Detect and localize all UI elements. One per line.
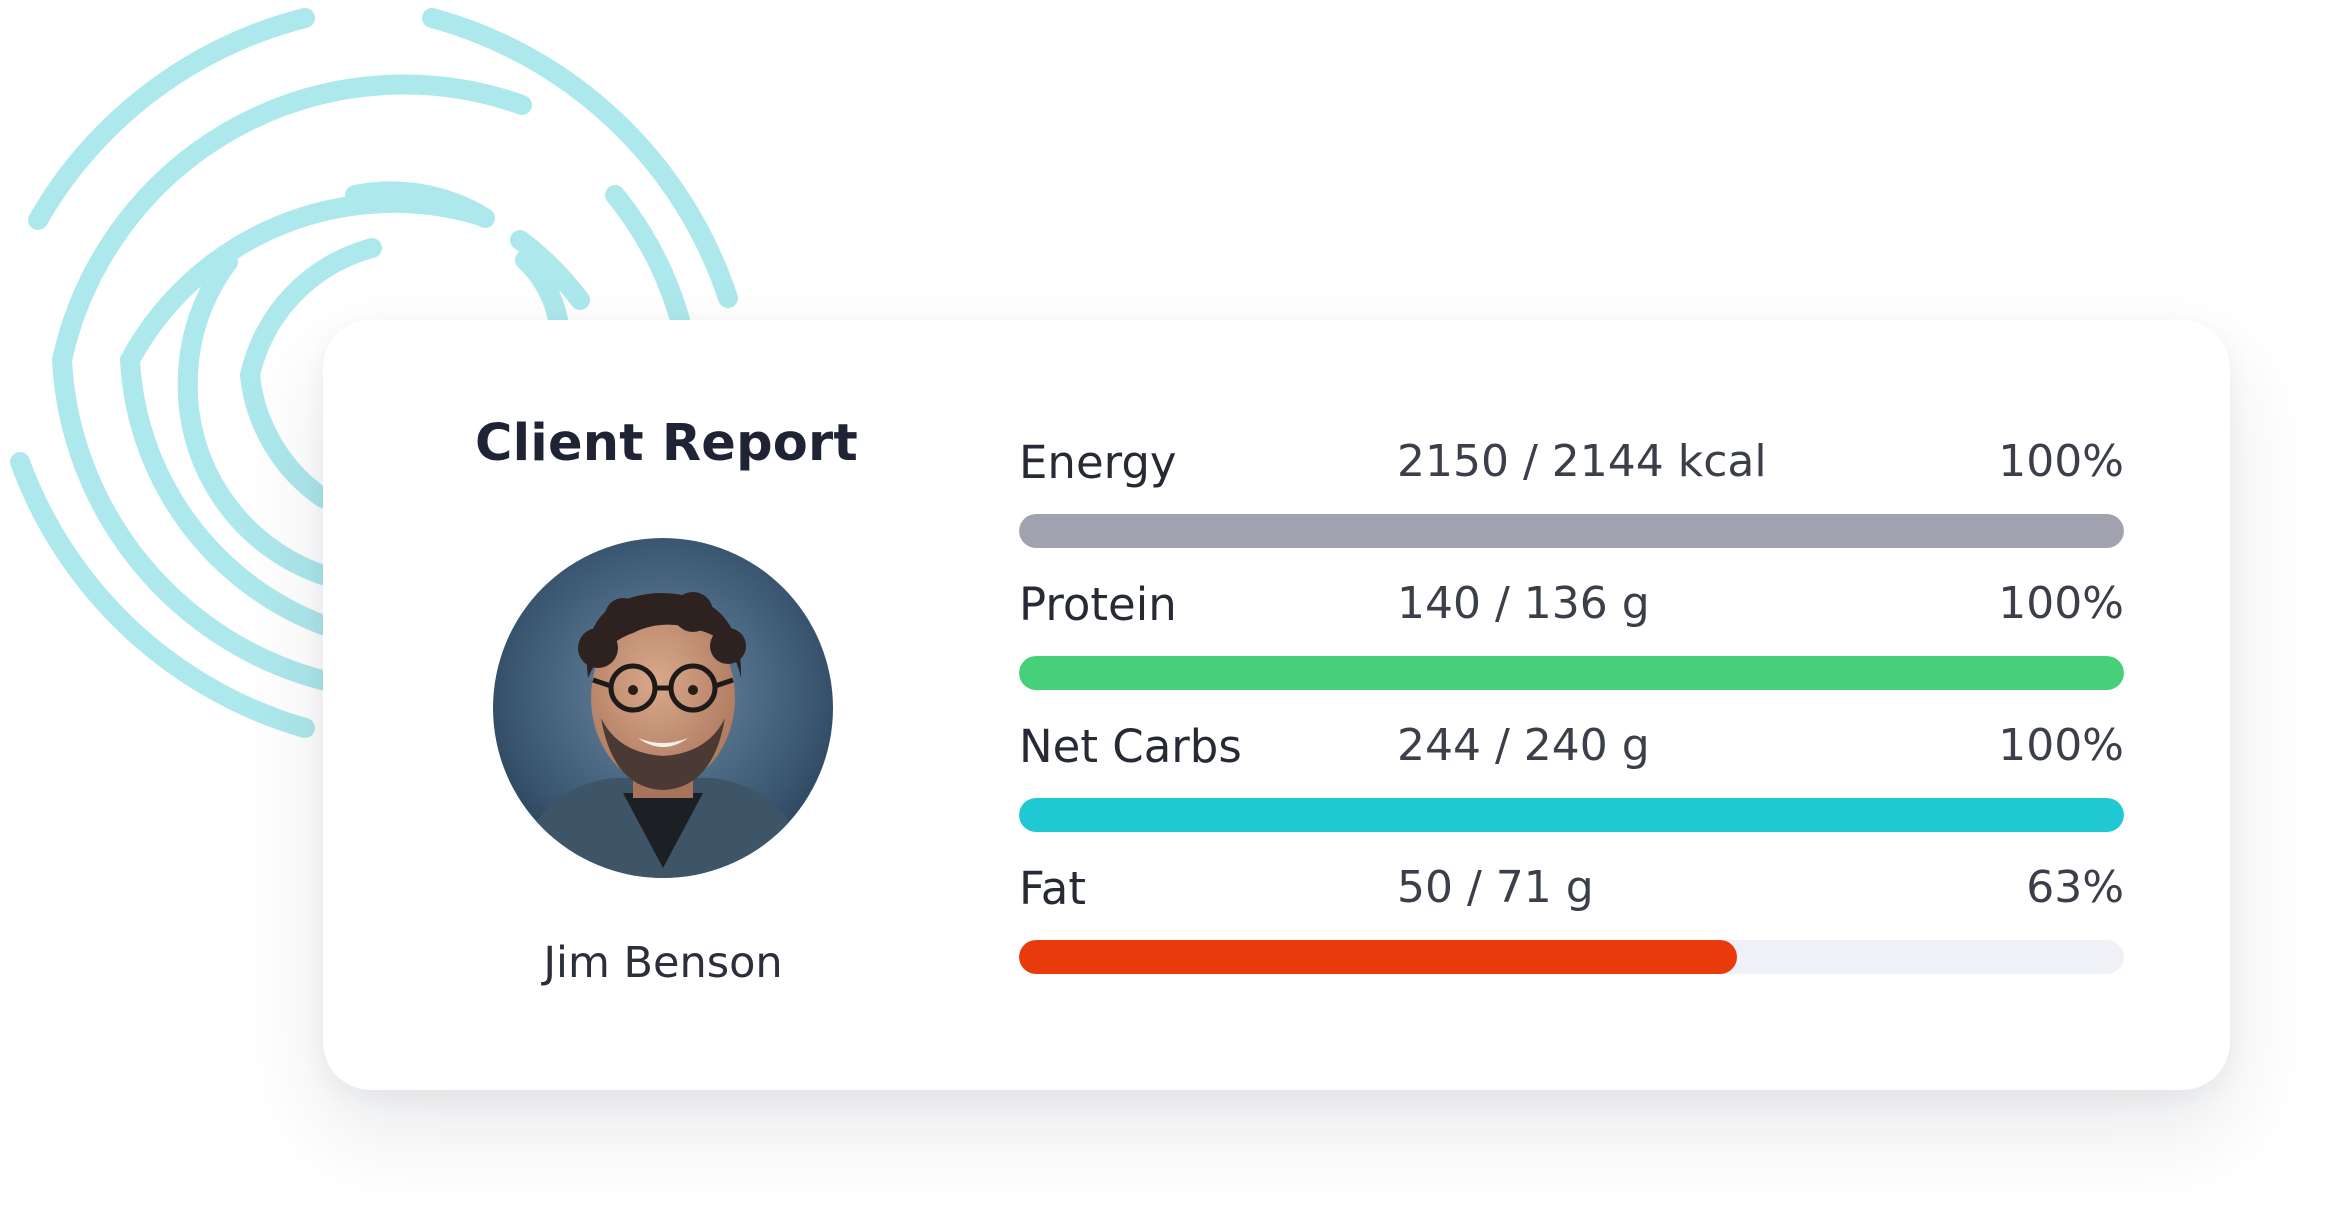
- metric-value: 140 / 136 g: [1397, 578, 1650, 629]
- metric-percent: 63%: [2026, 862, 2124, 913]
- progress-bar-track: [1019, 656, 2124, 690]
- page-title: Client Report: [475, 414, 858, 473]
- metric-percent: 100%: [1998, 720, 2124, 771]
- metric-fat: Fat 50 / 71 g 63%: [1019, 862, 2124, 1004]
- progress-bar-track: [1019, 514, 2124, 548]
- metric-net-carbs: Net Carbs 244 / 240 g 100%: [1019, 720, 2124, 862]
- metrics-list: Energy 2150 / 2144 kcal 100% Protein 140…: [1019, 436, 2124, 1004]
- progress-bar-fill: [1019, 940, 1738, 974]
- metric-value: 2150 / 2144 kcal: [1397, 436, 1767, 487]
- client-report-card: Client Report: [323, 320, 2230, 1090]
- avatar-photo: [493, 538, 833, 878]
- metric-value: 50 / 71 g: [1397, 862, 1594, 913]
- metric-percent: 100%: [1998, 436, 2124, 487]
- metric-percent: 100%: [1998, 578, 2124, 629]
- progress-bar-fill: [1019, 656, 2124, 690]
- progress-bar-fill: [1019, 798, 2124, 832]
- progress-bar-track: [1019, 798, 2124, 832]
- progress-bar-track: [1019, 940, 2124, 974]
- metric-label: Net Carbs: [1019, 720, 1242, 773]
- metric-energy: Energy 2150 / 2144 kcal 100%: [1019, 436, 2124, 578]
- metric-label: Fat: [1019, 862, 1086, 915]
- metric-label: Protein: [1019, 578, 1177, 631]
- progress-bar-fill: [1019, 514, 2124, 548]
- metric-protein: Protein 140 / 136 g 100%: [1019, 578, 2124, 720]
- metric-value: 244 / 240 g: [1397, 720, 1650, 771]
- client-name: Jim Benson: [543, 938, 783, 988]
- metric-label: Energy: [1019, 436, 1177, 489]
- avatar[interactable]: [493, 538, 833, 878]
